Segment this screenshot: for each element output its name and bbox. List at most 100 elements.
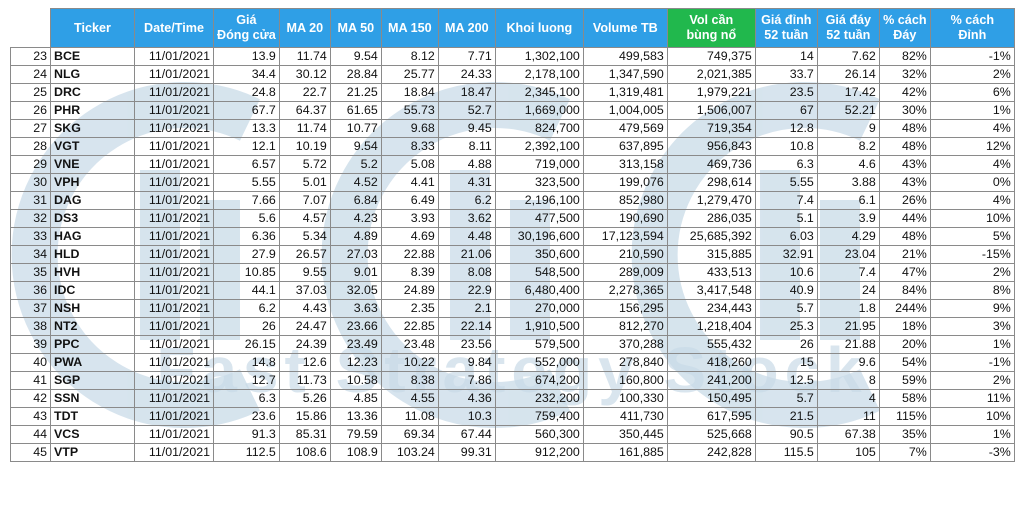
header-pct-from-low[interactable]: % cách Đáy (878, 8, 931, 48)
row-index: 34 (10, 245, 51, 264)
row-index: 45 (10, 443, 51, 462)
ma20-cell: 11.73 (278, 371, 331, 390)
header-low52-line2: 52 tuần (826, 28, 871, 42)
date-cell: 11/01/2021 (134, 245, 214, 264)
header-volume[interactable]: Khoi luong (494, 8, 584, 48)
pct-from-high-cell: 4% (929, 155, 1015, 174)
table-row[interactable]: 35 HVH 11/01/2021 10.85 9.55 9.01 8.39 8.08 548,… (10, 263, 1015, 282)
table-row[interactable]: 24 NLG 11/01/2021 34.4 30.12 28.84 25.77 24.33 2… (10, 65, 1015, 84)
volume-avg-cell: 499,583 (582, 47, 668, 66)
ma200-cell: 21.06 (437, 245, 496, 264)
table-row[interactable]: 30 VPH 11/01/2021 5.55 5.01 4.52 4.41 4.31 323,5… (10, 173, 1015, 192)
volume-avg-cell: 289,009 (582, 263, 668, 282)
table-row[interactable]: 29 VNE 11/01/2021 6.57 5.72 5.2 5.08 4.88 719,00… (10, 155, 1015, 174)
date-cell: 11/01/2021 (134, 443, 214, 462)
ticker-cell: NLG (50, 65, 135, 84)
low52-cell: 11 (816, 407, 880, 426)
pct-from-high-cell: 6% (929, 83, 1015, 102)
header-ma20[interactable]: MA 20 (278, 8, 331, 48)
pct-from-high-cell: -3% (929, 443, 1015, 462)
date-cell: 11/01/2021 (134, 407, 214, 426)
pct-from-low-cell: 244% (878, 299, 931, 318)
header-high52[interactable]: Giá đỉnh 52 tuần (754, 8, 818, 48)
header-date[interactable]: Date/Time (134, 8, 214, 48)
ma20-cell: 11.74 (278, 47, 331, 66)
table-row[interactable]: 36 IDC 11/01/2021 44.1 37.03 32.05 24.89 22.9 6,… (10, 281, 1015, 300)
table-row[interactable]: 33 HAG 11/01/2021 6.36 5.34 4.89 4.69 4.48 30,19… (10, 227, 1015, 246)
ma150-cell: 22.88 (380, 245, 439, 264)
table-row[interactable]: 31 DAG 11/01/2021 7.66 7.07 6.84 6.49 6.2 2,196,… (10, 191, 1015, 210)
table-row[interactable]: 28 VGT 11/01/2021 12.1 10.19 9.54 8.33 8.11 2,39… (10, 137, 1015, 156)
breakout-volume-cell: 241,200 (666, 371, 756, 390)
pct-from-high-cell: 3% (929, 317, 1015, 336)
table-row[interactable]: 38 NT2 11/01/2021 26 24.47 23.66 22.85 22.14 1,9… (10, 317, 1015, 336)
date-cell: 11/01/2021 (134, 371, 214, 390)
header-low52[interactable]: Giá đáy 52 tuần (816, 8, 880, 48)
volume-avg-cell: 411,730 (582, 407, 668, 426)
header-close-line2: Đóng cửa (217, 28, 276, 42)
date-cell: 11/01/2021 (134, 389, 214, 408)
header-high52-line1: Giá đỉnh (761, 13, 812, 27)
ma200-cell: 4.36 (437, 389, 496, 408)
breakout-volume-cell: 150,495 (666, 389, 756, 408)
header-ma150[interactable]: MA 150 (380, 8, 439, 48)
close-price-cell: 26.15 (213, 335, 280, 354)
volume-avg-cell: 210,590 (582, 245, 668, 264)
close-price-cell: 26 (213, 317, 280, 336)
header-ticker[interactable]: Ticker (50, 8, 135, 48)
header-high52-line2: 52 tuần (764, 28, 809, 42)
ticker-cell: PPC (50, 335, 135, 354)
header-pct-from-high[interactable]: % cách Đỉnh (929, 8, 1015, 48)
header-ma50[interactable]: MA 50 (329, 8, 382, 48)
date-cell: 11/01/2021 (134, 155, 214, 174)
ma50-cell: 108.9 (329, 443, 382, 462)
table-row[interactable]: 44 VCS 11/01/2021 91.3 85.31 79.59 69.34 67.44 5… (10, 425, 1015, 444)
low52-cell: 1.8 (816, 299, 880, 318)
header-close[interactable]: Giá Đóng cửa (213, 8, 280, 48)
ma150-cell: 2.35 (380, 299, 439, 318)
close-price-cell: 14.8 (213, 353, 280, 372)
pct-from-low-cell: 35% (878, 425, 931, 444)
row-index: 41 (10, 371, 51, 390)
table-row[interactable]: 27 SKG 11/01/2021 13.3 11.74 10.77 9.68 9.45 824… (10, 119, 1015, 138)
table-row[interactable]: 26 PHR 11/01/2021 67.7 64.37 61.65 55.73 52.7 1,… (10, 101, 1015, 120)
header-breakout-volume[interactable]: Vol cần bùng nổ (666, 8, 756, 48)
header-volume-avg[interactable]: Volume TB (582, 8, 668, 48)
table-row[interactable]: 32 DS3 11/01/2021 5.6 4.57 4.23 3.93 3.62 477,50… (10, 209, 1015, 228)
low52-cell: 8 (816, 371, 880, 390)
table-row[interactable]: 41 SGP 11/01/2021 12.7 11.73 10.58 8.38 7.86 674… (10, 371, 1015, 390)
table-row[interactable]: 39 PPC 11/01/2021 26.15 24.39 23.49 23.48 23.56… (10, 335, 1015, 354)
table-row[interactable]: 25 DRC 11/01/2021 24.8 22.7 21.25 18.84 18.47 2,… (10, 83, 1015, 102)
ma150-cell: 23.48 (380, 335, 439, 354)
volume-avg-cell: 199,076 (582, 173, 668, 192)
ma200-cell: 52.7 (437, 101, 496, 120)
ma20-cell: 4.57 (278, 209, 331, 228)
close-price-cell: 12.7 (213, 371, 280, 390)
table-row[interactable]: 23 BCE 11/01/2021 13.9 11.74 9.54 8.12 7.71 1,30… (10, 47, 1015, 66)
date-cell: 11/01/2021 (134, 101, 214, 120)
row-index: 32 (10, 209, 51, 228)
breakout-volume-cell: 719,354 (666, 119, 756, 138)
ma150-cell: 55.73 (380, 101, 439, 120)
high52-cell: 14 (754, 47, 818, 66)
table-row[interactable]: 37 NSH 11/01/2021 6.2 4.43 3.63 2.35 2.1 270,000… (10, 299, 1015, 318)
breakout-volume-cell: 1,218,404 (666, 317, 756, 336)
ticker-cell: VGT (50, 137, 135, 156)
ma200-cell: 99.31 (437, 443, 496, 462)
table-row[interactable]: 40 PWA 11/01/2021 14.8 12.6 12.23 10.22 9.84 552… (10, 353, 1015, 372)
table-row[interactable]: 45 VTP 11/01/2021 112.5 108.6 108.9 103.24 99.3… (10, 443, 1015, 462)
date-cell: 11/01/2021 (134, 65, 214, 84)
ticker-cell: HAG (50, 227, 135, 246)
row-index: 40 (10, 353, 51, 372)
header-ma200[interactable]: MA 200 (437, 8, 496, 48)
table-row[interactable]: 43 TDT 11/01/2021 23.6 15.86 13.36 11.08 10.3 75… (10, 407, 1015, 426)
date-cell: 11/01/2021 (134, 227, 214, 246)
ticker-cell: SSN (50, 389, 135, 408)
pct-from-low-cell: 7% (878, 443, 931, 462)
ticker-cell: VPH (50, 173, 135, 192)
breakout-volume-cell: 469,736 (666, 155, 756, 174)
table-row[interactable]: 34 HLD 11/01/2021 27.9 26.57 27.03 22.88 21.06 3… (10, 245, 1015, 264)
ma50-cell: 61.65 (329, 101, 382, 120)
table-row[interactable]: 42 SSN 11/01/2021 6.3 5.26 4.85 4.55 4.36 232,20… (10, 389, 1015, 408)
ma150-cell: 9.68 (380, 119, 439, 138)
